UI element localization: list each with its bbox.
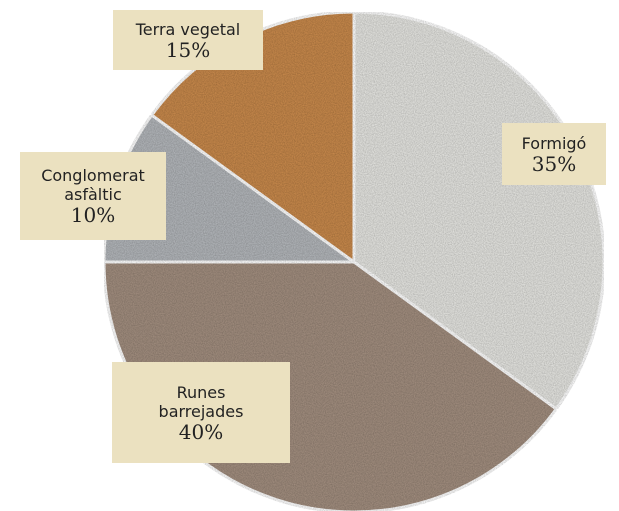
category-label: Conglomerat asfàltic [41, 166, 145, 204]
category-label: Terra vegetal [135, 19, 241, 39]
slice-label: Terra vegetal 15% [113, 10, 263, 70]
category-label: Runes barrejades [158, 382, 244, 421]
slice-label: Formigó 35% [502, 123, 606, 185]
slice-label: Conglomerat asfàltic 10% [20, 152, 166, 240]
value-label: 15% [165, 37, 211, 62]
value-label: 40% [178, 419, 224, 444]
value-label: 35% [531, 151, 577, 176]
slice-label: Runes barrejades 40% [112, 362, 290, 463]
category-label: Formigó [521, 133, 587, 153]
value-label: 10% [70, 203, 116, 227]
